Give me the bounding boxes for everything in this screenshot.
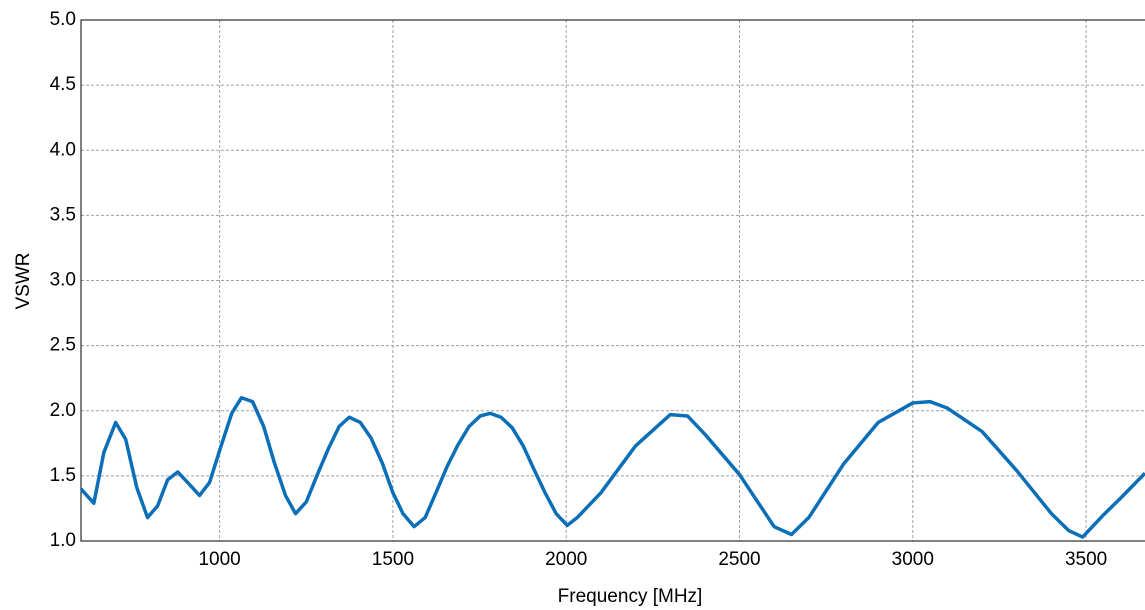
y-tick-label: 4.0	[50, 139, 76, 160]
y-tick-label: 1.0	[50, 530, 76, 551]
y-tick-label: 2.0	[50, 400, 76, 421]
y-tick-label: 4.5	[50, 74, 76, 95]
data-line	[79, 395, 1145, 539]
x-tick-label: 3000	[892, 549, 934, 570]
x-tick-label: 2500	[718, 549, 760, 570]
y-tick-label: 2.5	[50, 335, 76, 356]
y-tick-label: 3.5	[50, 204, 76, 225]
x-tick-label: 3500	[1065, 549, 1107, 570]
y-tick-label: 1.5	[50, 465, 76, 486]
x-tick-label: 2000	[545, 549, 587, 570]
y-tick-label: 5.0	[50, 9, 76, 30]
plot-frame	[80, 19, 1145, 542]
x-tick-label: 1500	[372, 549, 414, 570]
x-tick-label: 1000	[198, 549, 240, 570]
x-axis-label: Frequency [MHz]	[558, 586, 703, 607]
y-axis-label: VSWR	[13, 253, 34, 310]
y-tick-label: 3.0	[50, 270, 76, 291]
